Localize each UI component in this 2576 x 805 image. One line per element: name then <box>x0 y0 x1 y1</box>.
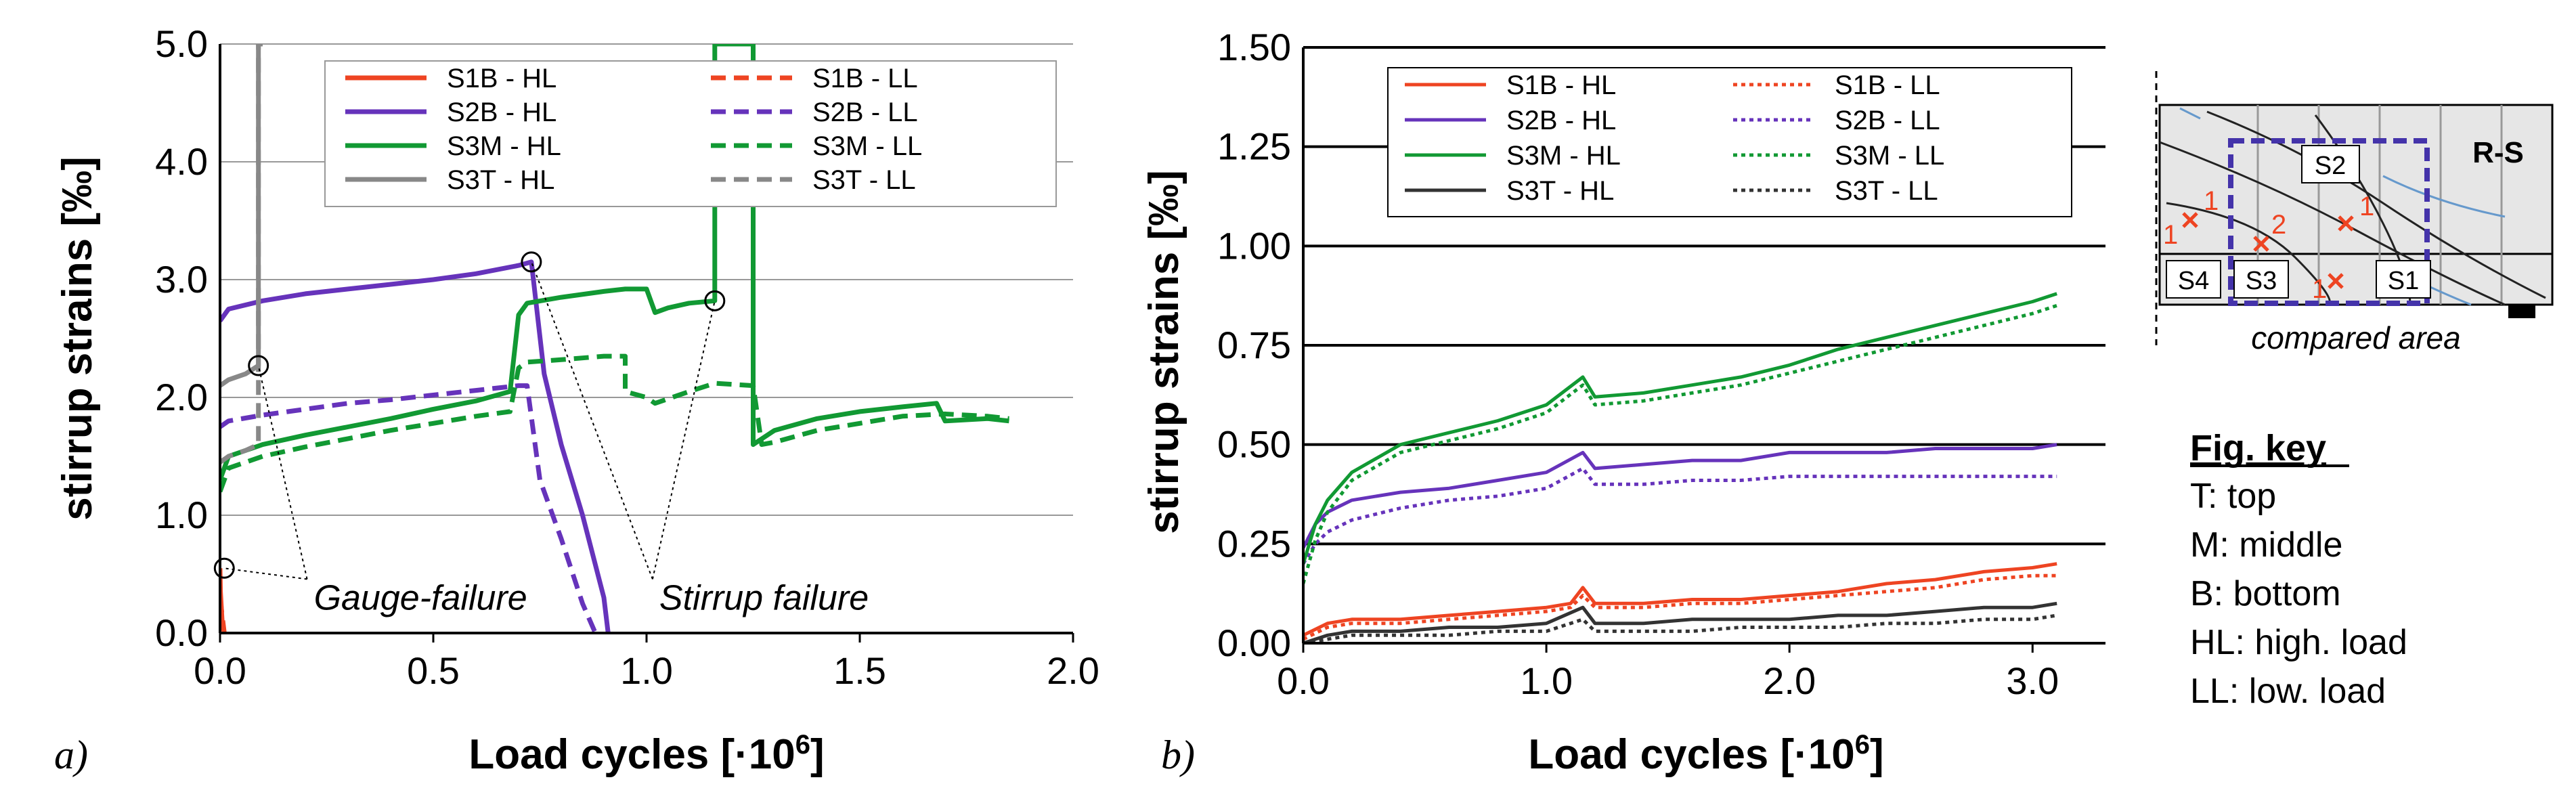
inset-label-s4: S4 <box>2178 267 2209 295</box>
x-tick-label: 0.5 <box>407 649 460 692</box>
inset-title: R-S <box>2472 136 2524 169</box>
series-line-s1b-ll <box>1303 573 2057 641</box>
legend-entry: S3T - HL <box>1506 176 1614 206</box>
x-tick-label: 1.0 <box>1520 659 1573 702</box>
series-line-s3t-ll <box>220 44 261 464</box>
chart-b-axes <box>1302 47 2105 645</box>
inset-crack-number: 1 <box>2163 220 2178 250</box>
failure-marker <box>521 251 542 273</box>
failure-marker <box>704 290 726 311</box>
chart-a-xlabel-sup: 6 <box>795 730 810 760</box>
inset-label-s3: S3 <box>2246 267 2277 295</box>
series-line-s3m-hl <box>220 44 1009 481</box>
chart-a-annotations: Gauge-failure Stirrup failure <box>213 251 869 617</box>
y-tick-label: 2.0 <box>155 376 208 418</box>
chart-b-ticks: 0.00 0.25 0.50 0.75 1.00 1.25 1.50 0.0 1.0 2.0 3.0 <box>1217 26 2059 702</box>
series-line-s1b-hl <box>1303 562 2057 637</box>
y-tick-label: 1.50 <box>1217 26 1291 68</box>
chart-a-xlabel: Load cycles [·106] <box>468 730 824 778</box>
annotation-leader <box>530 261 653 580</box>
inset-crack-number: 1 <box>2204 186 2219 216</box>
legend-entry: S1B - LL <box>812 64 918 93</box>
legend-entry: S3T - HL <box>447 165 554 195</box>
chart-a-legend: S1B - HL S1B - LL S2B - HL S2B - LL S3M - HL… <box>324 60 1057 207</box>
x-tick-label: 0.0 <box>194 649 246 692</box>
figure-key-title: Fig. key <box>2190 428 2326 469</box>
y-tick-label: 1.25 <box>1217 125 1291 168</box>
series-line-s3t-hl <box>1303 601 2057 643</box>
chart-b: 0.00 0.25 0.50 0.75 1.00 1.25 1.50 0.0 1.0 2.0 3.0… <box>1141 26 2105 778</box>
figure-key-item: HL: high. load <box>2190 623 2407 662</box>
y-tick-label: 0.0 <box>155 611 208 654</box>
y-tick-label: 1.0 <box>155 494 208 536</box>
figure-key: Fig. key T: top M: middle B: bottom HL: … <box>2190 428 2407 711</box>
legend-entry: S2B - HL <box>447 97 556 127</box>
inset-crack-number: 1 <box>2359 192 2374 221</box>
figure-key-item: M: middle <box>2190 525 2342 565</box>
failure-marker <box>213 557 235 579</box>
legend-entry: S3M - HL <box>447 131 561 161</box>
inset-crack-number: 1 <box>2312 274 2327 304</box>
legend-entry: S2B - LL <box>1835 106 1940 135</box>
inset-label-s2: S2 <box>2315 152 2346 180</box>
x-tick-label: 2.0 <box>1047 649 1099 692</box>
chart-a-ylabel: stirrup strains [‰] <box>54 156 101 520</box>
annotation-leader <box>224 567 307 580</box>
inset-caption: compared area <box>2251 320 2460 355</box>
inset-crack-number: 2 <box>2271 210 2286 240</box>
chart-a: Gauge-failure Stirrup failure 0.0 1.0 2.0 3.… <box>54 22 1099 778</box>
figure-key-item: B: bottom <box>2190 574 2341 613</box>
y-tick-label: 0.75 <box>1217 324 1291 366</box>
figure-key-item: T: top <box>2190 477 2276 516</box>
legend-entry: S3M - HL <box>1506 141 1621 171</box>
y-tick-label: 3.0 <box>155 258 208 301</box>
annotation-leader <box>651 301 716 580</box>
legend-entry: S2B - LL <box>812 97 918 127</box>
series-line-s3m-ll <box>220 353 1009 493</box>
chart-b-grid <box>1303 46 2105 546</box>
series-line-s2b-hl <box>1303 443 2057 549</box>
inset-label-s1: S1 <box>2388 267 2419 295</box>
x-tick-label: 1.5 <box>833 649 886 692</box>
y-tick-label: 1.00 <box>1217 224 1291 267</box>
legend-entry: S3T - LL <box>812 165 916 195</box>
series-line-s3m-ll <box>1303 303 2057 584</box>
y-tick-label: 0.00 <box>1217 622 1291 664</box>
x-tick-label: 2.0 <box>1763 659 1816 702</box>
chart-a-ticks: 0.0 1.0 2.0 3.0 4.0 5.0 0.0 0.5 1.0 1.5 2.0 <box>155 22 1099 692</box>
y-tick-label: 4.0 <box>155 140 208 183</box>
x-tick-label: 3.0 <box>2006 659 2059 702</box>
chart-b-panel-label: b) <box>1161 733 1195 777</box>
legend-entry: S1B - LL <box>1835 70 1940 100</box>
y-tick-label: 0.50 <box>1217 423 1291 466</box>
chart-b-legend: S1B - HL S1B - LL S2B - HL S2B - LL S3M - HL… <box>1387 67 2072 217</box>
y-tick-label: 0.25 <box>1217 522 1291 565</box>
series-line-s2b-ll <box>220 383 598 633</box>
series-line-s3t-hl <box>220 44 263 388</box>
legend-entry: S2B - HL <box>1506 106 1616 135</box>
series-line-s3m-hl <box>1303 292 2057 565</box>
legend-entry: S3M - LL <box>812 131 922 161</box>
chart-a-panel-label: a) <box>54 733 88 777</box>
annotation-text: Stirrup failure <box>659 578 869 617</box>
x-tick-label: 1.0 <box>620 649 673 692</box>
legend-entry: S3T - LL <box>1835 176 1938 206</box>
figure-key-item: LL: low. load <box>2190 672 2386 711</box>
legend-entry: S3M - LL <box>1835 141 1944 171</box>
y-tick-label: 5.0 <box>155 22 208 65</box>
failure-marker <box>248 355 269 376</box>
chart-b-ylabel: stirrup strains [‰] <box>1141 170 1187 534</box>
legend-entry: S1B - HL <box>1506 70 1616 100</box>
chart-b-xlabel-sup: 6 <box>1855 730 1870 760</box>
annotation-text: Gauge-failure <box>314 578 527 617</box>
series-line-s2b-hl <box>220 259 611 633</box>
legend-entry: S1B - HL <box>447 64 556 93</box>
chart-b-xlabel: Load cycles [·106] <box>1528 730 1883 778</box>
x-tick-label: 0.0 <box>1277 659 1330 702</box>
chart-b-series <box>1303 292 2057 643</box>
series-line-s2b-ll <box>1303 466 2057 565</box>
beam-crack-schematic: S2 S4 S3 S1 R-S 1 2 1 1 1 compared area <box>2155 71 2554 355</box>
series-line-s3t-ll <box>1303 613 2057 643</box>
